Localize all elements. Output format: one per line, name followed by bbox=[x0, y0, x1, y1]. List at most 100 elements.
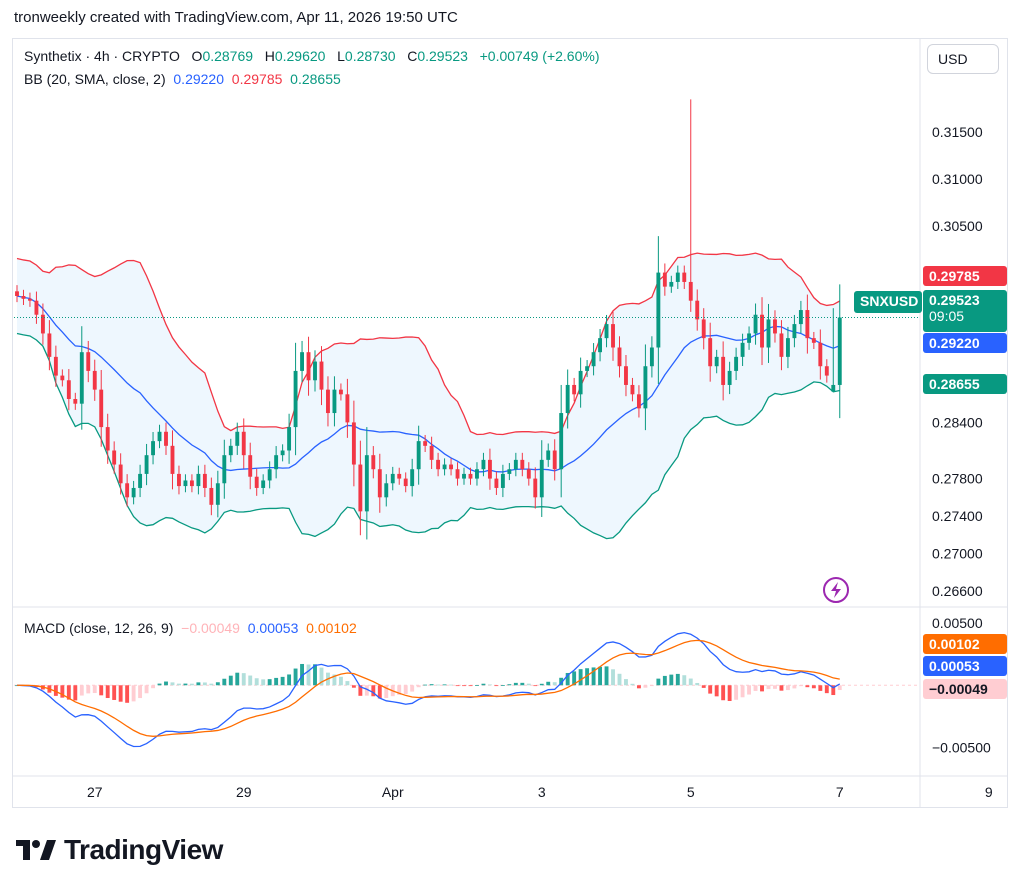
attribution-header: tronweekly created with TradingView.com,… bbox=[14, 9, 458, 26]
candle-body bbox=[47, 333, 52, 357]
candle-body bbox=[131, 487, 136, 498]
candle-body bbox=[714, 356, 719, 367]
candle-body bbox=[442, 464, 447, 470]
candle-body bbox=[371, 455, 376, 470]
symbol-tag: SNXUSD bbox=[854, 291, 922, 313]
macd-histogram-bar bbox=[384, 685, 389, 698]
macd-histogram-bar bbox=[727, 685, 732, 702]
macd-signal-tag: 0.00102 bbox=[923, 634, 1007, 654]
candle-body bbox=[34, 300, 39, 315]
candle-body bbox=[747, 333, 752, 343]
macd-histogram-bar bbox=[358, 685, 363, 696]
chart-frame[interactable] bbox=[12, 38, 1008, 808]
macd-histogram-bar bbox=[701, 685, 706, 688]
macd-histogram-bar bbox=[630, 683, 635, 686]
lightning-bolt-icon bbox=[831, 582, 841, 598]
time-axis-tick: 27 bbox=[87, 784, 103, 800]
ohlc-legend: Synthetix · 4h · CRYPTO O0.28769 H0.2962… bbox=[24, 48, 599, 64]
candle-body bbox=[248, 455, 253, 477]
candle-body bbox=[513, 459, 518, 470]
time-axis-tick: 9 bbox=[985, 784, 993, 800]
macd-histogram-bar bbox=[53, 685, 58, 696]
macd-histogram-bar bbox=[170, 682, 175, 686]
time-axis-tick: 7 bbox=[836, 784, 844, 800]
candle-body bbox=[99, 389, 104, 428]
candle-body bbox=[701, 319, 706, 339]
macd-histogram-bar bbox=[520, 682, 525, 686]
candle-body bbox=[157, 431, 162, 442]
candle-body bbox=[572, 384, 577, 395]
tradingview-logo-text: TradingView bbox=[64, 834, 223, 865]
macd-signal-value: 0.00102 bbox=[306, 620, 357, 636]
macd-histogram-bar bbox=[125, 685, 130, 703]
macd-histogram-bar bbox=[364, 685, 369, 696]
candle-body bbox=[358, 464, 363, 512]
macd-histogram-bar bbox=[591, 667, 596, 686]
macd-histogram-bar bbox=[183, 683, 188, 686]
macd-histogram-bar bbox=[92, 685, 97, 694]
macd-histogram-bar bbox=[565, 672, 570, 686]
candle-body bbox=[338, 389, 343, 395]
candle-body bbox=[792, 324, 797, 339]
candle-body bbox=[300, 352, 304, 371]
macd-histogram-bar bbox=[241, 673, 246, 686]
candle-body bbox=[682, 272, 687, 282]
candle-body bbox=[462, 473, 466, 479]
macd-histogram-bar bbox=[760, 685, 764, 692]
macd-histogram-bar bbox=[319, 667, 324, 686]
change-value: +0.00749 (+2.60%) bbox=[479, 48, 600, 64]
bb-label: BB (20, SMA, close, 2) bbox=[24, 71, 166, 87]
macd-histogram-bar bbox=[682, 675, 687, 686]
candle-body bbox=[177, 473, 181, 487]
macd-histogram-bar bbox=[500, 685, 505, 686]
time-axis-tick: 29 bbox=[236, 784, 252, 800]
candle-body bbox=[740, 342, 745, 357]
candle-body bbox=[287, 427, 292, 451]
candle-body bbox=[824, 366, 829, 376]
symbol-title: Synthetix · 4h · CRYPTO bbox=[24, 48, 180, 64]
macd-histogram-bar bbox=[371, 685, 376, 697]
macd-histogram-bar bbox=[189, 683, 194, 686]
macd-histogram-bar bbox=[138, 685, 143, 699]
candle-body bbox=[811, 338, 816, 343]
macd-histogram-bar bbox=[60, 685, 65, 698]
lightning-icon bbox=[823, 577, 849, 603]
candle-body bbox=[455, 469, 460, 479]
macd-histogram-bar bbox=[585, 668, 590, 686]
candle-body bbox=[785, 338, 790, 357]
candle-body bbox=[416, 441, 421, 470]
candle-body bbox=[585, 366, 590, 371]
macd-histogram-bar bbox=[306, 664, 311, 686]
candle-body bbox=[526, 469, 531, 479]
candle-body bbox=[721, 356, 726, 385]
candle-body bbox=[351, 422, 356, 465]
macd-histogram-bar bbox=[669, 674, 674, 686]
candle-body bbox=[151, 441, 155, 456]
macd-histogram-bar bbox=[99, 685, 104, 696]
low-label: L bbox=[337, 48, 345, 64]
macd-histogram-bar bbox=[416, 685, 421, 688]
candle-body bbox=[384, 483, 389, 498]
candle-body bbox=[235, 431, 240, 446]
candle-body bbox=[196, 473, 201, 487]
macd-histogram-bar bbox=[649, 685, 654, 687]
candle-body bbox=[539, 459, 544, 498]
macd-histogram-bar bbox=[656, 678, 661, 686]
open-label: O bbox=[191, 48, 203, 64]
candle-body bbox=[520, 459, 525, 470]
macd-histogram-bar bbox=[157, 683, 162, 686]
candle-body bbox=[79, 352, 84, 404]
macd-histogram-bar bbox=[202, 682, 207, 686]
macd-histogram-bar bbox=[403, 685, 408, 695]
macd-histogram-bar bbox=[410, 685, 415, 692]
macd-histogram-bar bbox=[494, 685, 499, 687]
currency-button[interactable]: USD bbox=[927, 44, 999, 74]
bb-lower-tag: 0.28655 bbox=[923, 374, 1007, 394]
candle-body bbox=[546, 450, 551, 460]
candle-body bbox=[831, 384, 836, 392]
open-value: 0.28769 bbox=[202, 48, 254, 64]
candle-body bbox=[397, 473, 402, 479]
macd-histogram-bar bbox=[636, 685, 641, 689]
macd-signal-line bbox=[16, 639, 840, 737]
